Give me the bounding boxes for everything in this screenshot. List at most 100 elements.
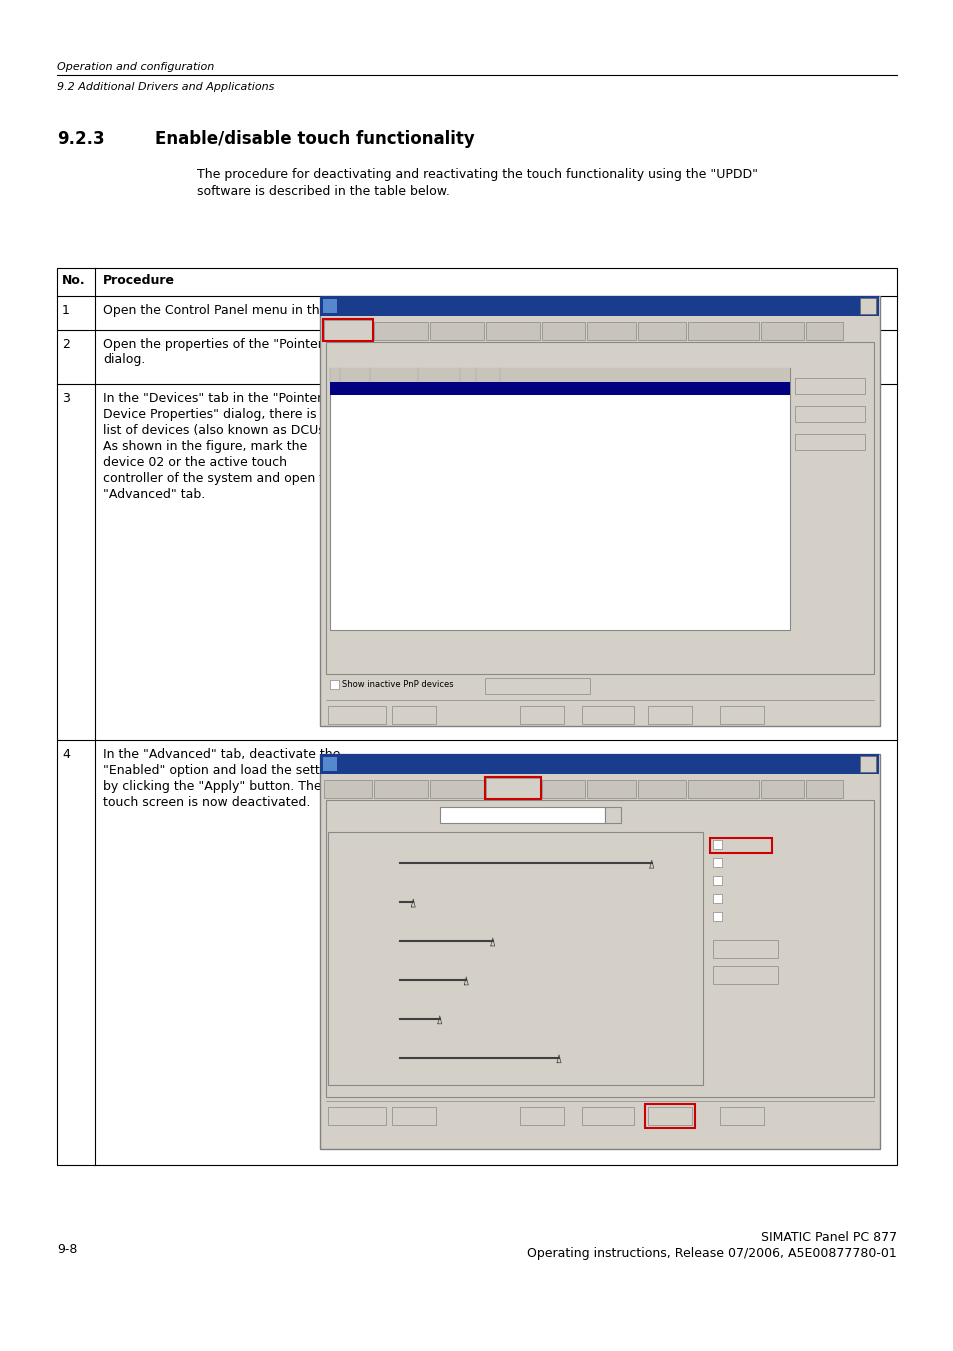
- Text: 4: 4: [62, 748, 70, 761]
- Text: 3: 3: [62, 392, 70, 405]
- Text: "Enabled" option and load the settings: "Enabled" option and load the settings: [103, 765, 345, 777]
- Bar: [720, 707, 763, 724]
- Bar: [712, 894, 721, 902]
- Bar: [712, 875, 721, 885]
- Text: Device: Device: [341, 370, 365, 376]
- Text: Calibrate: Calibrate: [339, 708, 375, 717]
- Text: Controller: Controller: [501, 370, 536, 376]
- Bar: [326, 800, 873, 1097]
- Bar: [794, 407, 864, 422]
- Text: Priority: Priority: [419, 370, 444, 376]
- Bar: [323, 319, 374, 340]
- Text: x: x: [864, 758, 870, 767]
- Bar: [319, 754, 879, 1148]
- Text: The following devices are installed:: The following devices are installed:: [334, 350, 482, 359]
- Bar: [688, 322, 759, 340]
- Text: 2: 2: [461, 382, 466, 389]
- Text: Macros: Macros: [731, 942, 758, 951]
- Bar: [760, 780, 803, 798]
- Text: Segment: Segment: [372, 370, 403, 376]
- Bar: [330, 680, 338, 689]
- Text: Sound - duration: Sound - duration: [330, 1013, 394, 1023]
- Bar: [392, 707, 436, 724]
- Text: Device 2: Device 2: [341, 382, 372, 389]
- Text: by clicking the "Apply" button. The: by clicking the "Apply" button. The: [103, 780, 321, 793]
- Bar: [859, 299, 875, 313]
- Text: As shown in the figure, mark the: As shown in the figure, mark the: [103, 440, 307, 453]
- Bar: [430, 322, 484, 340]
- Bar: [712, 858, 721, 867]
- Text: x: x: [864, 300, 870, 309]
- Text: 10003: 10003: [477, 382, 500, 389]
- Bar: [647, 1106, 691, 1125]
- Text: Pointer Device Properties: Pointer Device Properties: [341, 299, 473, 308]
- Text: Calibration: Calibration: [704, 323, 742, 330]
- Bar: [519, 707, 563, 724]
- Bar: [587, 780, 636, 798]
- Text: Modify...: Modify...: [814, 408, 845, 417]
- Bar: [805, 780, 842, 798]
- Text: 9.2 Additional Drivers and Applications: 9.2 Additional Drivers and Applications: [57, 82, 274, 92]
- Bar: [638, 322, 686, 340]
- Bar: [542, 322, 585, 340]
- Text: Windows: Windows: [646, 781, 678, 788]
- Text: Help: Help: [733, 1109, 750, 1119]
- Text: Add...: Add...: [818, 380, 841, 389]
- Text: device 02 or the active touch: device 02 or the active touch: [103, 457, 287, 469]
- Text: 55: 55: [670, 1013, 680, 1023]
- Text: Test: Test: [406, 1109, 421, 1119]
- Bar: [485, 777, 541, 798]
- Bar: [638, 780, 686, 798]
- Text: Settings: Settings: [443, 781, 472, 788]
- Text: Events: Events: [552, 781, 576, 788]
- Text: dialog.: dialog.: [103, 353, 145, 366]
- Bar: [647, 707, 691, 724]
- Text: In the "Advanced" tab, deactivate the: In the "Advanced" tab, deactivate the: [103, 748, 340, 761]
- Text: controller of the system and open the: controller of the system and open the: [103, 471, 339, 485]
- Bar: [720, 1106, 763, 1125]
- Bar: [330, 367, 789, 630]
- Text: About: About: [814, 323, 834, 330]
- Text: 100: 100: [670, 858, 685, 867]
- Text: Windows: Windows: [646, 323, 678, 330]
- Text: About: About: [814, 781, 834, 788]
- Text: Device 2: Device 2: [444, 809, 481, 817]
- Text: 80: 80: [670, 1052, 679, 1062]
- Bar: [375, 780, 428, 798]
- Bar: [324, 780, 372, 798]
- Text: In the "Devices" tab in the "Pointer: In the "Devices" tab in the "Pointer: [103, 392, 322, 405]
- Bar: [542, 780, 585, 798]
- Text: General: General: [598, 781, 625, 788]
- Text: ▼: ▼: [610, 811, 615, 817]
- Bar: [581, 1106, 634, 1125]
- Text: Id: Id: [461, 370, 468, 376]
- Text: 2: 2: [62, 338, 70, 351]
- Text: software is described in the table below.: software is described in the table below…: [196, 185, 450, 199]
- Bar: [712, 966, 778, 984]
- Text: Sample rate: Sample rate: [330, 858, 376, 867]
- Text: Test: Test: [406, 708, 421, 717]
- Text: Device Properties" dialog, there is a: Device Properties" dialog, there is a: [103, 408, 328, 422]
- Text: The procedure for deactivating and reactivating the touch functionality using th: The procedure for deactivating and react…: [196, 168, 758, 181]
- Text: 30: 30: [670, 936, 680, 944]
- Text: Enabled: Enabled: [724, 840, 755, 848]
- Bar: [375, 322, 428, 340]
- Text: Defaults: Defaults: [728, 969, 760, 977]
- Text: Status: Status: [771, 323, 793, 330]
- Bar: [581, 707, 634, 724]
- Text: Procedure: Procedure: [103, 274, 174, 286]
- Bar: [319, 296, 879, 725]
- Bar: [430, 780, 484, 798]
- Text: No.: No.: [62, 274, 86, 286]
- Text: 02: 02: [332, 382, 340, 389]
- Text: Operation and configuration: Operation and configuration: [57, 62, 214, 72]
- Bar: [712, 940, 778, 958]
- Text: Pointer Device Properties: Pointer Device Properties: [341, 757, 473, 766]
- Text: ✓: ✓: [331, 680, 337, 689]
- Bar: [330, 367, 789, 382]
- Text: Devices: Devices: [335, 323, 361, 330]
- Bar: [328, 707, 386, 724]
- Bar: [688, 780, 759, 798]
- Text: Enable/disable touch functionality: Enable/disable touch functionality: [154, 130, 475, 149]
- Bar: [604, 807, 620, 823]
